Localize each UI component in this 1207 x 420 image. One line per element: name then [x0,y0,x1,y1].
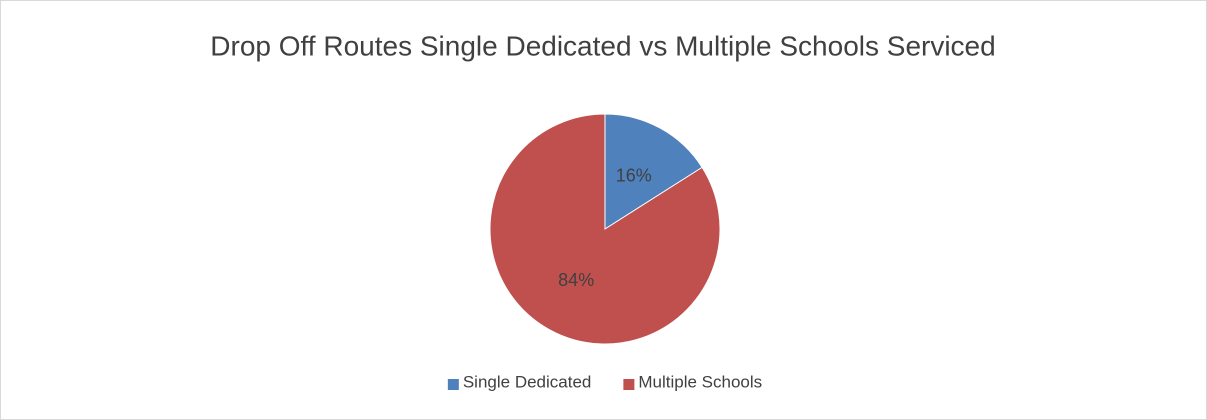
pie-slice [604,113,703,230]
pie-slice [489,113,721,345]
chart-title: Drop Off Routes Single Dedicated vs Mult… [210,30,995,61]
legend-swatch [447,379,459,390]
data-label: 84% [558,270,594,290]
legend-label: Single Dedicated [463,372,592,391]
data-label: 16% [616,165,652,185]
legend-label: Multiple Schools [638,372,762,391]
legend-swatch [623,379,635,390]
